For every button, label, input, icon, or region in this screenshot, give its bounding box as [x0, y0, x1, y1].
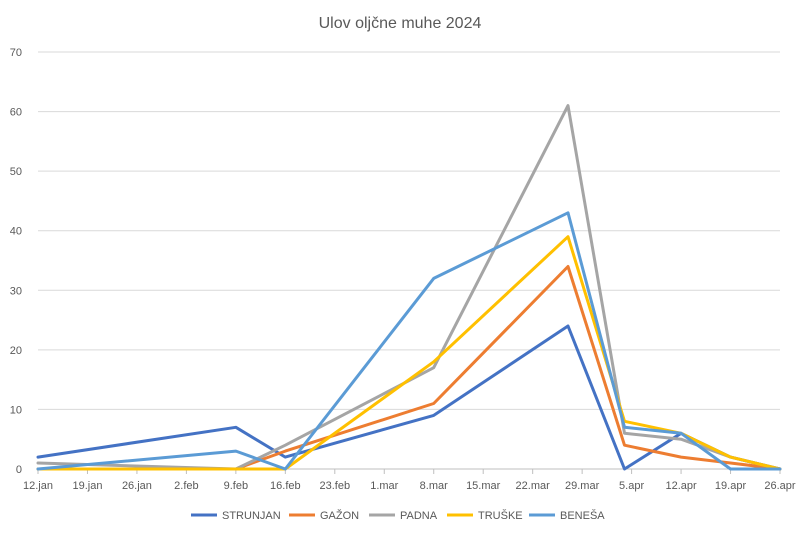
x-tick-label: 12.jan: [23, 480, 53, 492]
x-tick-label: 1.mar: [370, 480, 398, 492]
x-tick-label: 26.jan: [122, 480, 152, 492]
legend-item: PADNA: [369, 510, 438, 522]
y-tick-label: 60: [10, 107, 22, 119]
legend: STRUNJAN GAŽON PADNA TRUŠKE BENEŠA: [191, 509, 605, 522]
x-tick-label: 12.apr: [665, 480, 697, 492]
legend-item: TRUŠKE: [447, 509, 523, 522]
chart-title: Ulov oljčne muhe 2024: [319, 15, 482, 32]
legend-item: BENEŠA: [529, 509, 605, 522]
series-lines: [36, 104, 782, 471]
y-tick-label: 0: [16, 464, 22, 476]
y-tick-label: 10: [10, 404, 22, 416]
x-tick-label: 9.feb: [224, 480, 248, 492]
x-tick-label: 23.feb: [320, 480, 351, 492]
x-tick-label: 15.mar: [466, 480, 501, 492]
series-line-truške: [36, 235, 782, 471]
legend-label: STRUNJAN: [222, 510, 281, 522]
series-line-gažon: [36, 265, 782, 471]
series-line-padna: [36, 104, 782, 471]
x-tick-label: 16.feb: [270, 480, 301, 492]
x-tick-label: 19.apr: [715, 480, 747, 492]
y-tick-label: 20: [10, 345, 22, 357]
legend-label: PADNA: [400, 510, 438, 522]
legend-label: TRUŠKE: [478, 509, 523, 522]
legend-item: STRUNJAN: [191, 510, 281, 522]
x-tick-label: 29.mar: [565, 480, 600, 492]
x-tick-label: 26.apr: [764, 480, 796, 492]
y-tick-label: 40: [10, 226, 22, 238]
x-tick-label: 22.mar: [516, 480, 551, 492]
x-tick-label: 5.apr: [619, 480, 644, 492]
legend-label: GAŽON: [320, 509, 359, 522]
y-tick-label: 30: [10, 285, 22, 297]
y-tick-label: 70: [10, 47, 22, 59]
gridlines: [38, 51, 780, 470]
x-tick-label: 19.jan: [72, 480, 102, 492]
legend-label: BENEŠA: [560, 509, 605, 522]
x-tick-label: 2.feb: [174, 480, 198, 492]
series-line-beneša: [36, 211, 782, 471]
y-axis-ticks: 0 10 20 30 40 50 60 70: [10, 47, 22, 476]
legend-item: GAŽON: [289, 509, 359, 522]
x-tick-label: 8.mar: [420, 480, 448, 492]
y-tick-label: 50: [10, 166, 22, 178]
